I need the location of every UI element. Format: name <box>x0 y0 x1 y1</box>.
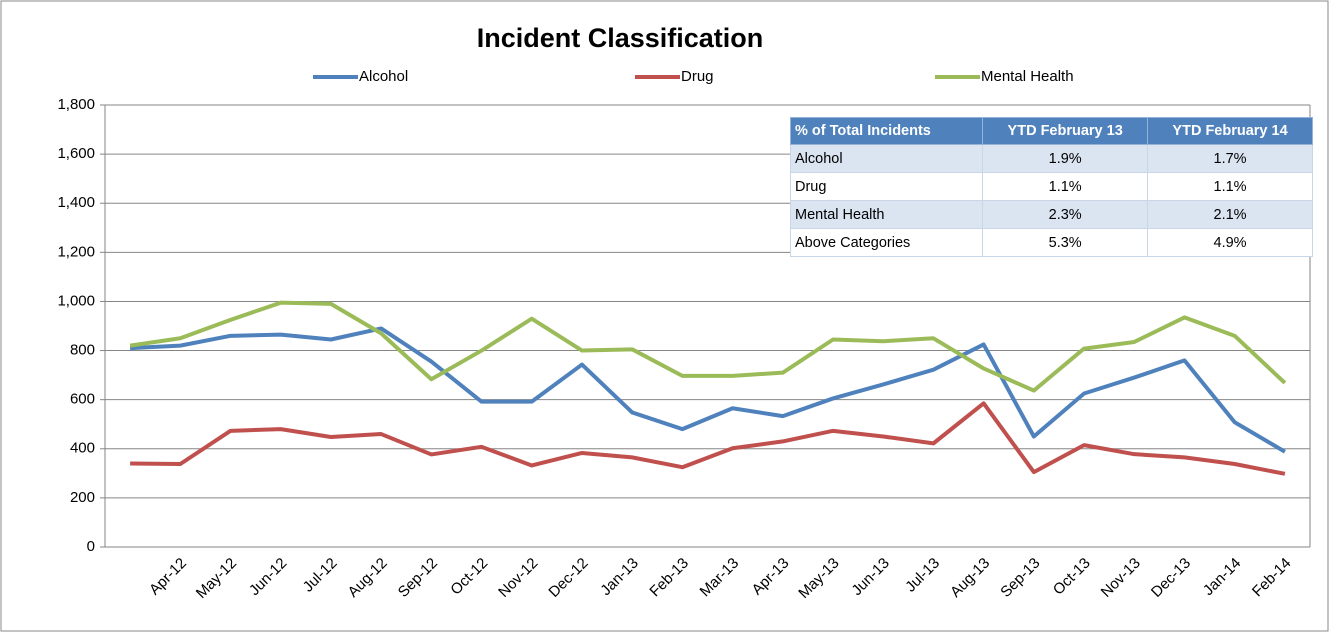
table-row: Drug 1.1% 1.1% <box>789 172 1313 201</box>
table-header-cell: % of Total Incidents <box>789 117 984 145</box>
table-cell: 5.3% <box>982 228 1149 257</box>
y-tick-label: 800 <box>70 342 95 359</box>
y-tick-label: 600 <box>70 391 95 408</box>
series-line <box>130 401 1286 476</box>
table-cell: Above Categories <box>789 228 984 257</box>
table-row: Above Categories 5.3% 4.9% <box>789 228 1313 257</box>
legend-label: Alcohol <box>359 68 408 85</box>
series-line <box>130 326 1286 454</box>
y-tick-label: 1,000 <box>57 292 95 309</box>
y-tick-label: 0 <box>87 538 95 555</box>
table-cell: Mental Health <box>789 200 984 229</box>
legend-label: Drug <box>681 68 714 85</box>
table-cell: 2.3% <box>982 200 1149 229</box>
table-cell: 1.1% <box>982 172 1149 201</box>
table-header-row: % of Total Incidents YTD February 13 YTD F… <box>789 117 1313 145</box>
table-cell: Alcohol <box>789 144 984 173</box>
legend-label: Mental Health <box>981 68 1074 85</box>
y-tick-label: 400 <box>70 440 95 457</box>
table-cell: 1.7% <box>1147 144 1313 173</box>
summary-table: % of Total Incidents YTD February 13 YTD F… <box>789 117 1313 257</box>
table-row: Mental Health 2.3% 2.1% <box>789 200 1313 229</box>
y-tick-label: 1,200 <box>57 243 95 260</box>
chart-title: Incident Classification <box>477 23 764 53</box>
y-tick-label: 1,600 <box>57 145 95 162</box>
table-header-cell: YTD February 13 <box>982 117 1149 145</box>
table-cell: 2.1% <box>1147 200 1313 229</box>
y-tick-label: 1,800 <box>57 96 95 113</box>
y-tick-label: 200 <box>70 489 95 506</box>
table-cell: 1.1% <box>1147 172 1313 201</box>
table-cell: 4.9% <box>1147 228 1313 257</box>
table-row: Alcohol 1.9% 1.7% <box>789 144 1313 173</box>
series-line <box>129 300 1287 393</box>
table-cell: 1.9% <box>982 144 1149 173</box>
table-header-cell: YTD February 14 <box>1147 117 1313 145</box>
y-tick-label: 1,400 <box>57 194 95 211</box>
table-cell: Drug <box>789 172 984 201</box>
